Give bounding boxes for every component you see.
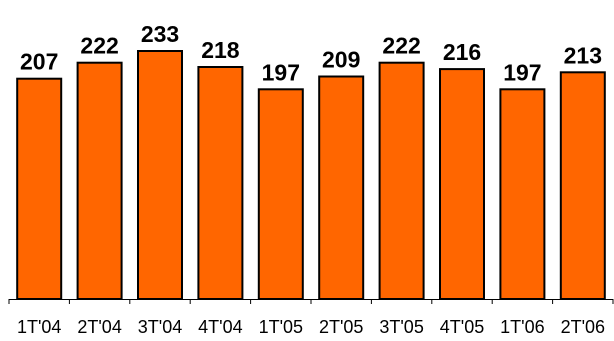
bar-1T06: [499, 88, 546, 300]
bars-group: [16, 50, 606, 301]
bar-2T05: [318, 75, 365, 300]
value-labels-group: 207 222 233 218 197 209 222 216 197 213: [20, 21, 602, 85]
x-tick-labels-group: 1T'04 2T'04 3T'04 4T'04 1T'05 2T'05 3T'05 4T'05…: [17, 317, 605, 337]
bar-value-label: 233: [141, 21, 179, 47]
x-tick-label: 4T'05: [440, 317, 484, 337]
bar-value-label: 197: [262, 59, 300, 85]
bar-1T04: [16, 77, 63, 300]
x-tick-label: 1T'05: [259, 317, 303, 337]
bar-4T04: [197, 66, 244, 300]
x-tick-label: 2T'04: [77, 317, 121, 337]
x-tick-label: 2T'05: [319, 317, 363, 337]
x-tick-label: 1T'04: [17, 317, 61, 337]
x-tick-label: 3T'05: [379, 317, 423, 337]
x-tick-label: 2T'06: [561, 317, 605, 337]
bar-value-label: 222: [80, 33, 118, 59]
bar-3T05: [378, 61, 425, 301]
x-tick-label: 4T'04: [198, 317, 242, 337]
bar-value-label: 218: [201, 37, 240, 63]
bar-value-label: 222: [382, 33, 420, 59]
bar-1T05: [257, 88, 304, 300]
bar-value-label: 197: [503, 59, 541, 85]
x-tick-label: 3T'04: [138, 317, 182, 337]
bar-value-label: 207: [20, 49, 58, 75]
x-axis: [8, 299, 614, 304]
bar-3T04: [137, 50, 183, 300]
bar-value-label: 216: [443, 39, 481, 65]
bar-value-label: 213: [564, 42, 602, 68]
bar-4T05: [439, 68, 485, 300]
bar-2T04: [76, 61, 123, 301]
bar-2T06: [559, 71, 606, 300]
bar-value-label: 209: [322, 47, 360, 73]
x-tick-label: 1T'06: [500, 317, 544, 337]
